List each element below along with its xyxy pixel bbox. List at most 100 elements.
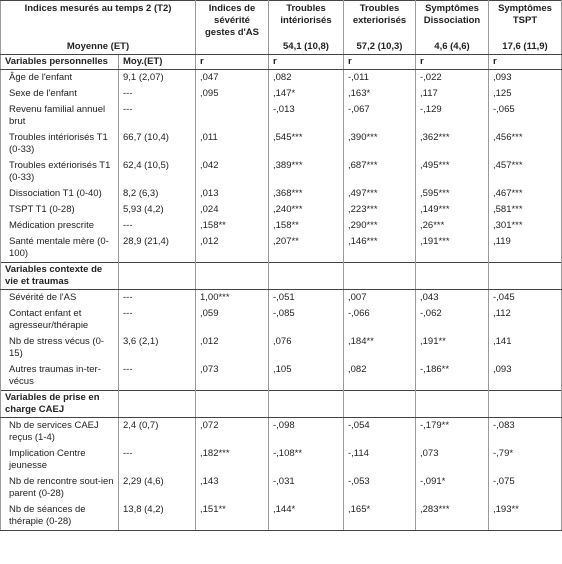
data-row: Troubles intériorisés T1 (0-33) 66,7 (10,… <box>0 130 562 158</box>
header-stack: Troubles intériorisés 54,1 (10,8) <box>273 3 339 53</box>
correlation: ,042 <box>195 158 269 186</box>
correlation: ,283*** <box>415 502 489 531</box>
correlation: ,301*** <box>488 218 562 234</box>
correlation: ,581*** <box>488 202 562 218</box>
correlation: ,072 <box>195 417 269 446</box>
row-mean: 8,2 (6,3) <box>118 186 196 202</box>
correlation: ,184** <box>343 334 416 362</box>
correlation: -,098 <box>268 417 344 446</box>
correlation: ,456*** <box>488 130 562 158</box>
row-mean: 62,4 (10,5) <box>118 158 196 186</box>
column-title: Troubles exteriorisés <box>352 3 407 26</box>
r-label: r <box>343 54 416 70</box>
data-row: Nb de séances de thérapie (0-28) 13,8 (4,… <box>0 502 562 531</box>
correlation: -,114 <box>343 446 416 474</box>
correlation: ,112 <box>488 306 562 334</box>
section-row: Variables contexte de vie et traumas <box>0 262 562 290</box>
correlation: -,045 <box>488 289 562 306</box>
empty-cell <box>343 390 416 418</box>
data-row: Implication Centre jeunesse --- ,182*** -,1… <box>0 446 562 474</box>
table: Indices mesurés au temps 2 (T2) Moyenne (… <box>0 0 562 531</box>
correlation: ,191*** <box>415 234 489 263</box>
correlation: -,022 <box>415 69 489 86</box>
row-mean: 3,6 (2,1) <box>118 334 196 362</box>
correlation: -,108** <box>268 446 344 474</box>
correlation: -,054 <box>343 417 416 446</box>
r-label: r <box>195 54 269 70</box>
data-row: Revenu familial annuel brut --- -,013 -,067… <box>0 102 562 130</box>
row-mean: --- <box>118 86 196 102</box>
correlation: -,179** <box>415 417 489 446</box>
row-mean: 5,93 (4,2) <box>118 202 196 218</box>
empty-cell <box>488 390 562 418</box>
correlation: ,082 <box>343 362 416 391</box>
correlation: -,011 <box>343 69 416 86</box>
row-label: Nb de rencontre sout-ien parent (0-28) <box>0 474 119 502</box>
column-mean: 4,6 (4,6) <box>434 41 470 52</box>
correlation: ,095 <box>195 86 269 102</box>
data-row: TSPT T1 (0-28) 5,93 (4,2) ,024,240*** ,223*… <box>0 202 562 218</box>
row-label: Sévérité de l'AS <box>0 289 119 306</box>
correlation: ,147* <box>268 86 344 102</box>
correlation: ,158** <box>195 218 269 234</box>
correlation: -,062 <box>415 306 489 334</box>
data-row: Nb de services CAEJ reçus (1-4) 2,4 (0,7)… <box>0 417 562 446</box>
correlation: ,144* <box>268 502 344 531</box>
header-row: Indices mesurés au temps 2 (T2) Moyenne (… <box>0 0 562 55</box>
row-mean: --- <box>118 289 196 306</box>
header-cell: Indices mesurés au temps 2 (T2) Moyenne (… <box>0 0 196 55</box>
column-header: Troubles exteriorisés 57,2 (10,3) <box>343 0 416 55</box>
row-label: Revenu familial annuel brut <box>0 102 119 130</box>
empty-cell <box>268 390 344 418</box>
row-label: Âge de l'enfant <box>0 69 119 86</box>
empty-cell <box>118 390 196 418</box>
correlation: ,240*** <box>268 202 344 218</box>
correlation: ,223*** <box>343 202 416 218</box>
correlation: -,075 <box>488 474 562 502</box>
data-row: Sévérité de l'AS --- 1,00*** -,051,007,043-… <box>0 289 562 306</box>
correlation: ,362*** <box>415 130 489 158</box>
correlation: -,79* <box>488 446 562 474</box>
mean-label: Moy.(ET) <box>118 54 196 70</box>
row-mean: --- <box>118 362 196 391</box>
column-title: Symptômes TSPT <box>498 3 552 26</box>
correlation: ,117 <box>415 86 489 102</box>
correlation: -,085 <box>268 306 344 334</box>
row-label: Dissociation T1 (0-40) <box>0 186 119 202</box>
correlation: ,687*** <box>343 158 416 186</box>
column-header: Indices de sévérité gestes d'AS <box>195 0 269 55</box>
empty-cell <box>268 262 344 290</box>
correlation: ,390*** <box>343 130 416 158</box>
correlation: ,059 <box>195 306 269 334</box>
correlation: ,073 <box>415 446 489 474</box>
correlation <box>195 102 269 130</box>
data-row: Troubles extériorisés T1 (0-33) 62,4 (10,… <box>0 158 562 186</box>
data-row: Sexe de l'enfant --- ,095,147* ,163* ,117,12… <box>0 86 562 102</box>
column-mean: 17,6 (11,9) <box>502 41 548 52</box>
row-mean: 2,29 (4,6) <box>118 474 196 502</box>
header-stack: Symptômes TSPT 17,6 (11,9) <box>493 3 557 53</box>
data-row: Médication prescrite --- ,158** ,158** ,290*… <box>0 218 562 234</box>
header-title: Indices mesurés au temps 2 (T2) <box>24 3 172 14</box>
correlation: ,467*** <box>488 186 562 202</box>
row-mean: 13,8 (4,2) <box>118 502 196 531</box>
correlation: -,053 <box>343 474 416 502</box>
correlation: ,151** <box>195 502 269 531</box>
header-stack: Symptômes Dissociation 4,6 (4,6) <box>420 3 484 53</box>
correlation: ,146*** <box>343 234 416 263</box>
row-label: Troubles extériorisés T1 (0-33) <box>0 158 119 186</box>
correlation: ,143 <box>195 474 269 502</box>
row-label: TSPT T1 (0-28) <box>0 202 119 218</box>
correlation: ,495*** <box>415 158 489 186</box>
r-label: r <box>268 54 344 70</box>
r-label: r <box>415 54 489 70</box>
section-title: Variables de prise en charge CAEJ <box>0 390 119 418</box>
data-row: Contact enfant et agresseur/thérapie ---,… <box>0 306 562 334</box>
correlation: ,093 <box>488 69 562 86</box>
header-stack: Indices mesurés au temps 2 (T2) Moyenne (… <box>5 3 191 53</box>
correlation: ,163* <box>343 86 416 102</box>
column-header: Symptômes Dissociation 4,6 (4,6) <box>415 0 489 55</box>
column-title: Troubles intériorisés <box>280 3 332 26</box>
row-label: Médication prescrite <box>0 218 119 234</box>
